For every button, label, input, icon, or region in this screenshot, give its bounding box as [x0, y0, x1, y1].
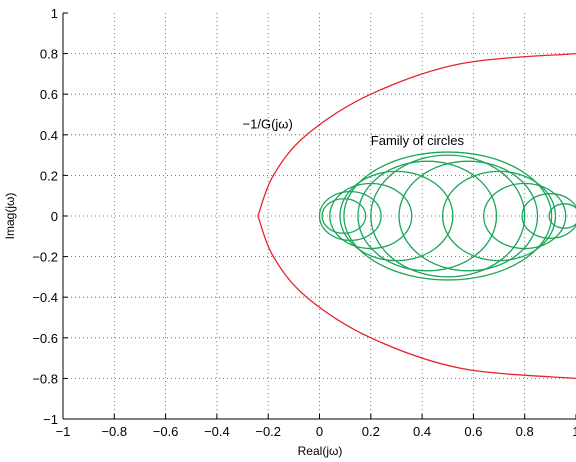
tick-labels: −1 −0.8 −0.6 −0.4 −0.2 0 0.2 0.4 0.6 0.8 1 1 0.8 0.6 0… — [32, 6, 576, 439]
nyquist-curve-upper — [257, 52, 576, 217]
circle-family-member — [318, 190, 382, 242]
circle-family-member — [483, 182, 567, 250]
circle-family-envelope — [343, 151, 553, 281]
circles-label: Family of circles — [371, 133, 465, 148]
circle-family-member — [548, 203, 576, 229]
annotations: −1/G(jω) Family of circles — [243, 117, 465, 148]
curve-label: −1/G(jω) — [243, 117, 293, 132]
y-tick-label: 0.4 — [40, 128, 58, 143]
y-tick-label: −0.4 — [32, 290, 58, 305]
x-tick-label: 0.6 — [464, 424, 482, 439]
y-tick-label: 0.8 — [40, 47, 58, 62]
circle-family-member — [441, 170, 557, 262]
x-tick-label: 0.8 — [516, 424, 534, 439]
x-tick-label: −0.6 — [153, 424, 179, 439]
y-tick-label: 0 — [51, 209, 58, 224]
x-tick-label: −0.2 — [255, 424, 281, 439]
y-tick-label: 0.2 — [40, 168, 58, 183]
x-tick-label: 0.2 — [362, 424, 380, 439]
y-tick-label: −1 — [43, 412, 58, 427]
x-tick-label: 0.4 — [413, 424, 431, 439]
axes — [62, 12, 576, 420]
y-tick-label: −0.6 — [32, 331, 58, 346]
y-tick-label: 0.6 — [40, 87, 58, 102]
circle-family-member — [398, 160, 539, 272]
circle-family-member — [370, 154, 526, 278]
y-tick-label: 1 — [51, 6, 58, 21]
y-tick-label: −0.8 — [32, 371, 58, 386]
circle-family-member — [521, 193, 576, 239]
y-tick-label: −0.2 — [32, 250, 58, 265]
nyquist-curve-lower — [257, 215, 576, 380]
x-axis-label: Real(jω) — [298, 444, 343, 458]
y-axis-label: Imag(jω) — [3, 193, 17, 240]
circle-family-member — [357, 160, 498, 272]
plot-area — [257, 52, 576, 380]
x-tick-label: −0.4 — [204, 424, 230, 439]
x-tick-label: −1 — [56, 424, 71, 439]
x-tick-label: 0 — [316, 424, 323, 439]
x-tick-label: −0.8 — [101, 424, 127, 439]
x-tick-label: 1 — [572, 424, 576, 439]
